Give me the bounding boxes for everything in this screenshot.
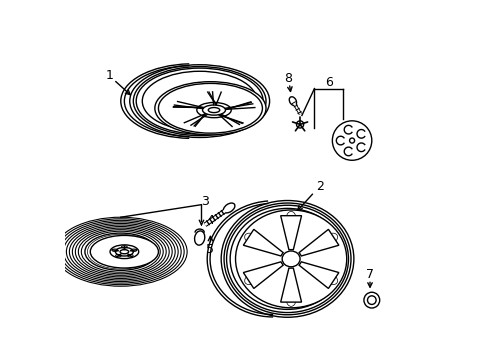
Text: 8: 8	[284, 72, 292, 85]
Polygon shape	[280, 268, 301, 302]
Polygon shape	[299, 229, 338, 256]
Ellipse shape	[90, 235, 158, 268]
Ellipse shape	[289, 97, 296, 105]
Text: 7: 7	[365, 268, 373, 281]
Ellipse shape	[196, 103, 231, 118]
Ellipse shape	[142, 71, 257, 131]
Ellipse shape	[194, 231, 204, 245]
Ellipse shape	[363, 292, 379, 308]
Text: 3: 3	[201, 195, 208, 208]
Text: 6: 6	[324, 76, 332, 89]
Ellipse shape	[332, 121, 371, 160]
Text: 5: 5	[206, 243, 214, 256]
Polygon shape	[280, 216, 301, 249]
Ellipse shape	[155, 82, 265, 135]
Ellipse shape	[208, 108, 219, 113]
Ellipse shape	[235, 210, 346, 308]
Text: 2: 2	[315, 180, 323, 193]
Polygon shape	[299, 262, 338, 288]
Ellipse shape	[282, 251, 300, 267]
Ellipse shape	[230, 208, 344, 309]
Text: 4: 4	[206, 214, 214, 227]
Ellipse shape	[296, 121, 303, 128]
Ellipse shape	[223, 203, 234, 213]
Text: 1: 1	[106, 69, 114, 82]
Ellipse shape	[110, 245, 139, 258]
Ellipse shape	[85, 233, 156, 270]
Ellipse shape	[202, 105, 225, 115]
Ellipse shape	[115, 247, 133, 256]
Polygon shape	[243, 262, 283, 288]
Ellipse shape	[120, 250, 128, 254]
Polygon shape	[243, 229, 283, 256]
